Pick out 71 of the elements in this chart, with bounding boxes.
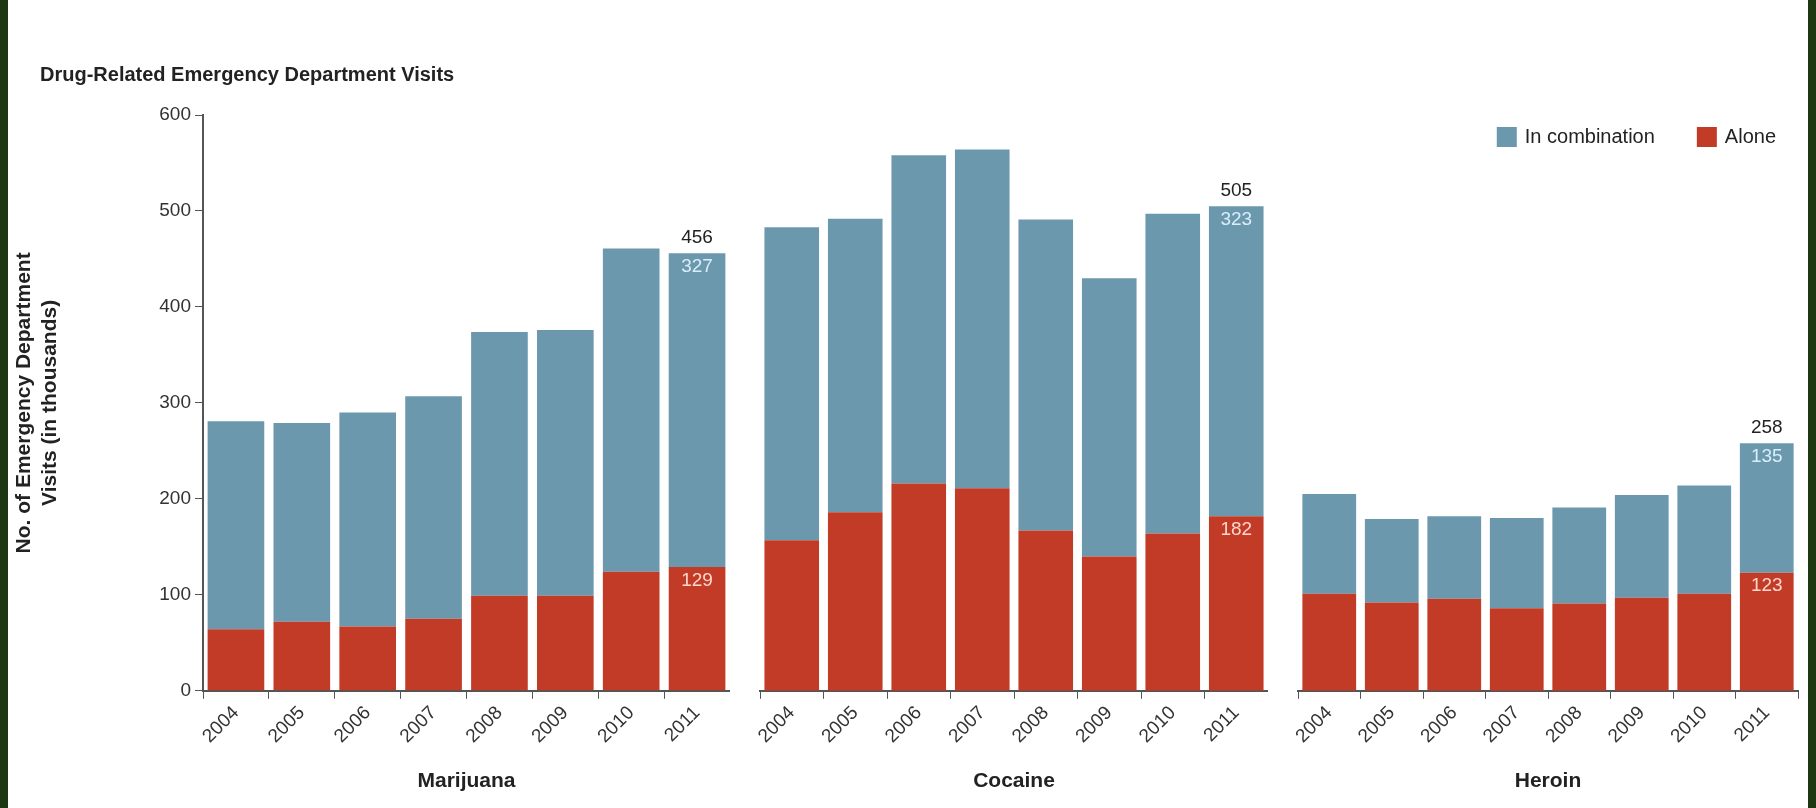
bar	[602, 248, 660, 572]
x-axis-title: Heroin	[1514, 768, 1582, 792]
y-tick-label: 400	[159, 295, 191, 317]
bar	[1081, 556, 1137, 691]
bar	[207, 629, 265, 691]
bar	[405, 396, 462, 619]
y-tick-label: 200	[159, 487, 191, 509]
bar	[471, 595, 528, 691]
bar	[1427, 598, 1482, 691]
bar	[273, 423, 331, 622]
data-label: 129	[681, 568, 713, 590]
bar	[207, 421, 265, 630]
bar	[764, 540, 820, 691]
data-label: 182	[1220, 517, 1253, 539]
data-label: 327	[681, 254, 713, 276]
bar	[536, 595, 594, 691]
y-tick-label: 100	[159, 583, 191, 605]
bar	[1302, 494, 1357, 594]
bar	[405, 618, 462, 691]
bar	[1208, 516, 1264, 691]
bar	[827, 218, 883, 513]
bar	[1145, 533, 1201, 691]
bar	[339, 626, 397, 691]
bar	[1614, 597, 1669, 691]
bar	[1739, 443, 1794, 573]
bar	[1552, 603, 1607, 691]
y-tick-label: 0	[180, 679, 191, 701]
y-tick-label: 300	[159, 391, 191, 413]
legend-label: Alone	[1724, 124, 1776, 147]
y-tick-label: 600	[159, 103, 191, 125]
x-axis-title: Marijuana	[417, 768, 516, 792]
y-axis-title: No. of Emergency Department Visits (in thousands)	[11, 252, 60, 554]
bar	[1364, 519, 1419, 603]
bar	[1489, 518, 1544, 609]
data-label: 135	[1750, 444, 1783, 466]
bar	[1614, 495, 1669, 598]
x-axis-title: Cocaine	[973, 768, 1055, 792]
bar	[668, 567, 726, 691]
bar	[668, 253, 726, 567]
bar	[954, 149, 1010, 489]
bar	[339, 412, 397, 627]
bar	[1081, 278, 1137, 557]
bar	[536, 329, 594, 596]
chart-title: Drug-Related Emergency Department Visits	[40, 62, 455, 85]
bar	[1145, 213, 1201, 534]
bar	[1677, 593, 1732, 691]
total-label: 456	[681, 225, 713, 247]
legend-label: In combination	[1524, 124, 1655, 147]
data-label: 123	[1750, 574, 1783, 596]
bar	[954, 488, 1010, 691]
bar	[1489, 608, 1544, 691]
bar	[273, 621, 331, 691]
y-tick-label: 500	[159, 199, 191, 221]
bar	[1427, 516, 1482, 599]
bar	[827, 512, 883, 691]
data-label: 323	[1220, 207, 1253, 229]
bar	[891, 155, 947, 484]
bar	[471, 331, 528, 596]
bar	[1677, 485, 1732, 594]
bar	[1552, 507, 1607, 604]
total-label: 505	[1220, 178, 1253, 200]
bar	[764, 227, 820, 541]
total-label: 258	[1750, 415, 1783, 437]
bar	[1018, 219, 1074, 531]
bar	[1018, 530, 1074, 691]
bar	[1364, 602, 1419, 691]
bar	[1302, 593, 1357, 691]
bar	[1208, 206, 1264, 517]
bar	[602, 571, 660, 691]
bar	[1739, 572, 1794, 691]
bar	[891, 483, 947, 691]
